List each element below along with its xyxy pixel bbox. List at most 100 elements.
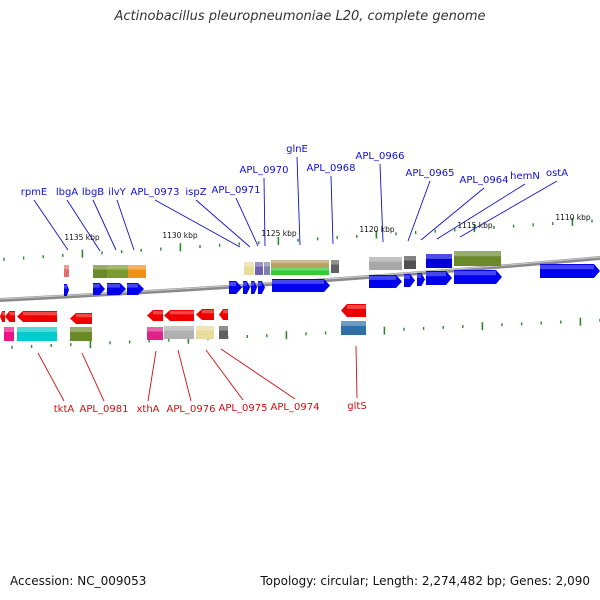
reverse-gene-label: gltS <box>347 401 366 412</box>
forward-leader-line <box>195 199 251 248</box>
annotation-bar <box>17 327 57 341</box>
forward-gene-arrow <box>540 264 600 278</box>
reverse-gene-arrow-sheen <box>223 310 228 314</box>
reverse-gene-arrow <box>341 304 366 317</box>
reverse-leader-line <box>147 350 157 402</box>
reverse-gene-arrow <box>219 309 228 320</box>
reverse-gene-label: APL_0976 <box>167 404 216 415</box>
reverse-gene-arrow-sheen <box>9 312 15 316</box>
annotation-bar <box>244 262 254 275</box>
topology-text: Topology: circular; Length: 2,274,482 bp… <box>260 574 590 588</box>
reverse-gene-label: xthA <box>136 404 159 415</box>
annotation-bar <box>70 327 92 341</box>
forward-gene-label: APL_0968 <box>307 163 356 174</box>
annotation-bar-sheen <box>271 260 329 264</box>
forward-gene-arrow-sheen <box>127 284 138 288</box>
forward-leader-line <box>116 199 135 251</box>
forward-leader-line <box>66 199 101 252</box>
label-leaders <box>33 156 558 402</box>
annotation-bar <box>219 326 228 339</box>
forward-gene-label: APL_0971 <box>212 185 261 196</box>
reverse-leader-line <box>205 349 244 401</box>
forward-gene-arrow-sheen <box>454 271 496 276</box>
forward-gene-label: APL_0966 <box>356 151 405 162</box>
forward-gene-arrow <box>272 279 330 292</box>
reverse-gene-arrow <box>0 311 5 322</box>
ruler-label: 1115 kbp <box>457 221 493 230</box>
annotation-bar-sheen <box>244 262 254 267</box>
annotation-bar <box>331 260 339 273</box>
annotation-bar-sheen <box>454 251 501 257</box>
reverse-leader-line <box>37 352 65 402</box>
reverse-gene-arrow <box>17 311 57 322</box>
annotation-bar <box>271 260 329 269</box>
reverse-gene-arrow-sheen <box>202 310 214 314</box>
reverse-gene-label: APL_0981 <box>80 404 129 415</box>
reverse-gene-label: APL_0975 <box>219 403 268 414</box>
forward-gene-arrow <box>107 283 126 295</box>
forward-leader-line <box>33 199 69 251</box>
ruler-label: 1125 kbp <box>261 229 297 238</box>
forward-gene-label: lbgB <box>82 187 104 198</box>
reverse-gene-arrow <box>70 313 92 324</box>
forward-gene-label: APL_0965 <box>406 168 455 179</box>
annotation-bar <box>196 326 214 339</box>
forward-gene-label: ispZ <box>185 187 206 198</box>
forward-gene-arrow-sheen <box>404 275 411 279</box>
annotation-bar-sheen <box>426 254 452 259</box>
map-title: Actinobacillus pleuropneumoniae L20, com… <box>114 9 486 24</box>
forward-leader-line <box>92 199 117 251</box>
annotation-bar-sheen <box>264 262 270 267</box>
annotation-bar-sheen <box>219 326 228 331</box>
forward-gene-arrow-sheen <box>229 282 237 286</box>
reverse-gene-label: APL_0974 <box>271 402 320 413</box>
forward-gene-label: APL_0970 <box>240 165 289 176</box>
reverse-gene-arrow-sheen <box>170 311 194 315</box>
forward-leader-line <box>420 187 485 241</box>
forward-gene-label: lbgA <box>56 187 78 198</box>
forward-gene-label: APL_0964 <box>460 175 509 186</box>
forward-gene-arrow-sheen <box>540 265 594 270</box>
reverse-gene-arrow-sheen <box>153 311 163 315</box>
forward-leader-line <box>459 180 558 238</box>
forward-leader-line <box>407 180 431 242</box>
annotation-bar <box>164 326 194 339</box>
forward-gene-arrow-sheen <box>243 282 247 286</box>
annotation-bar-sheen <box>17 327 57 332</box>
forward-gene-label: ostA <box>546 168 568 179</box>
reverse-leader-line <box>177 349 192 402</box>
annotation-bar-sheen <box>70 327 92 332</box>
annotation-bar-sheen <box>4 327 14 332</box>
annotation-bar <box>404 256 416 269</box>
forward-leader-line <box>263 177 266 247</box>
gene-labels: rpmE lbgA lbgB ilvY APL_0973 ispZ APL_0971 APL_… <box>21 144 568 415</box>
annotation-bar <box>264 262 270 275</box>
annotation-bar-sheen <box>404 256 416 261</box>
annotation-bar-sheen <box>128 265 146 270</box>
annotation-bar <box>93 265 107 278</box>
forward-gene-arrow <box>243 281 250 294</box>
forward-gene-arrow <box>369 275 402 288</box>
annotation-bar <box>271 268 329 275</box>
ruler-label: 1130 kbp <box>162 231 198 240</box>
reverse-gene-arrow-sheen <box>2 312 5 316</box>
forward-gene-arrow <box>229 281 242 294</box>
annotation-bar-sheen <box>369 257 402 262</box>
forward-leader-line <box>154 199 241 248</box>
gene-features <box>0 251 600 341</box>
forward-gene-arrow <box>93 283 105 295</box>
forward-gene-arrow <box>426 271 452 285</box>
accession-text: Accession: NC_009053 <box>10 574 147 588</box>
forward-gene-arrow-sheen <box>272 280 324 284</box>
ruler-label: 1135 kbp <box>64 233 100 242</box>
annotation-bar <box>4 327 14 341</box>
forward-gene-label: glnE <box>286 144 308 155</box>
reverse-gene-arrow-sheen <box>23 312 57 316</box>
annotation-bar <box>454 251 501 266</box>
reverse-gene-arrow-sheen <box>76 314 92 318</box>
forward-gene-label: rpmE <box>21 187 48 198</box>
reverse-gene-arrow <box>147 310 163 321</box>
forward-gene-arrow <box>251 281 257 294</box>
forward-gene-arrow-sheen <box>258 282 262 286</box>
reverse-gene-arrow-sheen <box>347 305 366 309</box>
